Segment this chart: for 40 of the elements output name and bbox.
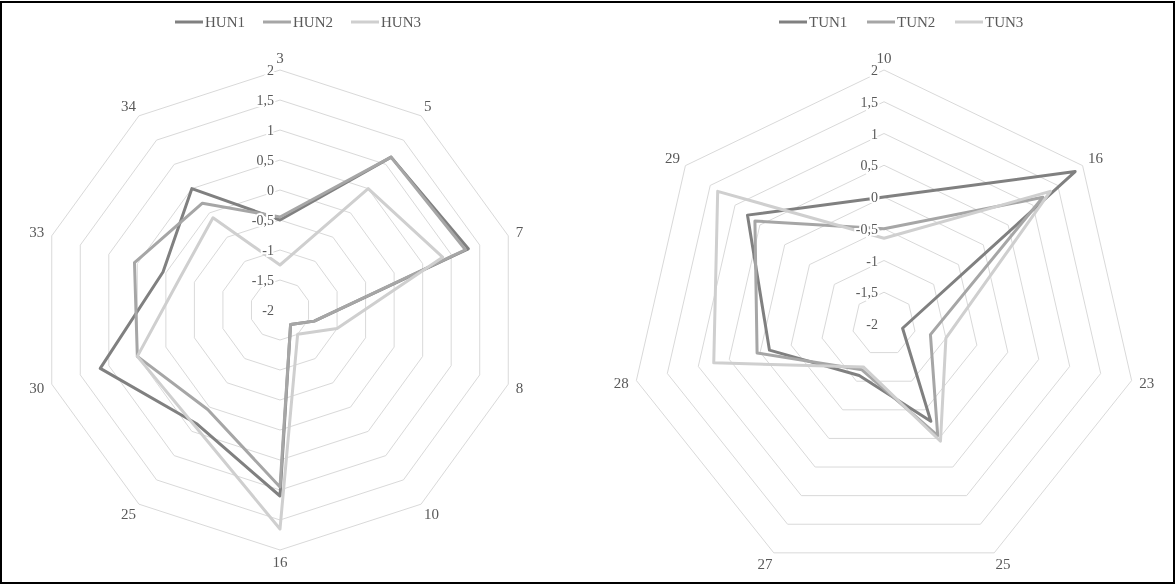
y-tick-label: 1,5 [860,94,878,110]
spoke-label: 5 [424,98,432,115]
legend-label: TUN2 [897,14,936,30]
y-tick-label: -1 [866,253,878,269]
spoke-label: 25 [995,555,1011,572]
y-tick-label: -1,5 [251,273,274,288]
y-tick-label: 1 [267,123,274,138]
y-tick-label: 0,5 [256,153,274,168]
y-tick-label: 0,5 [860,158,878,174]
spoke-label: 16 [1087,150,1104,167]
spoke-label: 23 [1139,375,1155,392]
spoke-label: 28 [613,375,629,392]
y-tick-label: -2 [262,303,274,318]
y-tick-label: 0 [267,183,274,198]
spoke-label: 7 [515,224,524,241]
legend-label: HUN2 [293,14,333,30]
legend-label: HUN1 [205,14,245,30]
y-tick-label: -1,5 [855,285,878,301]
legend-label: TUN3 [985,14,1024,30]
spoke-label: 33 [29,224,45,241]
spoke-label: 27 [757,555,774,572]
y-tick-label: 1 [871,126,878,142]
spoke-label: 10 [876,50,892,66]
y-tick-label: -0,5 [855,221,878,237]
y-tick-label: 2 [267,63,274,78]
spoke-label: 8 [515,379,524,396]
spoke-label: 34 [120,98,137,115]
spoke-label: 29 [665,150,681,167]
y-tick-label: -1 [262,243,274,258]
spoke-label: 16 [272,554,288,570]
spoke-label: 25 [120,505,136,522]
legend-label: HUN3 [381,14,421,30]
y-tick-label: 1,5 [256,93,274,108]
legend-label: TUN1 [809,14,848,30]
spoke-label: 3 [276,50,284,66]
y-tick-label: -2 [866,317,878,332]
y-tick-label: -0,5 [251,213,274,228]
spoke-label: 10 [424,505,440,522]
spoke-label: 30 [29,379,45,396]
y-tick-label: 2 [871,63,878,78]
